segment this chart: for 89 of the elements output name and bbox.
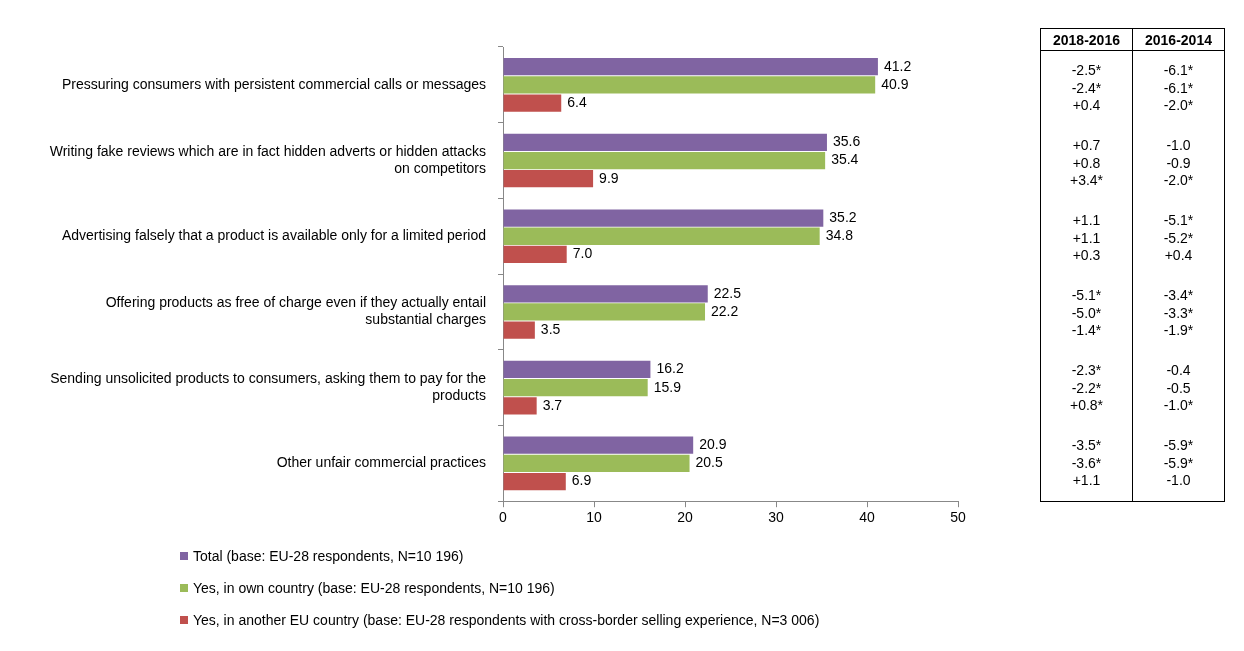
data-label: 22.2 (711, 302, 739, 319)
text: -2.5* (1071, 62, 1102, 79)
data-label: 35.2 (829, 208, 857, 225)
data-label: 20.5 (695, 454, 724, 471)
bar (503, 245, 567, 264)
text: -2.0* (1163, 97, 1194, 114)
bar (503, 170, 594, 188)
x-tick-label: 50 (950, 509, 966, 526)
data-label: 34.8 (825, 227, 854, 244)
text: -2.3* (1071, 362, 1102, 379)
text: +0.8 (1072, 154, 1101, 171)
data-label: 35.4 (831, 151, 859, 168)
x-tick-label: 10 (586, 509, 602, 526)
bar (503, 397, 537, 415)
text: -3.3* (1163, 304, 1194, 321)
text: +0.8* (1069, 397, 1104, 414)
text: -2.2* (1071, 379, 1102, 396)
text: +1.1 (1072, 229, 1101, 246)
text: +1.1 (1072, 472, 1101, 489)
text: -5.2* (1163, 229, 1194, 246)
bar (503, 303, 706, 321)
text: +0.3 (1072, 247, 1101, 264)
text: -1.0 (1166, 137, 1191, 154)
text: -6.1* (1163, 62, 1194, 79)
data-label: 20.9 (699, 436, 727, 453)
text: -2.0* (1163, 172, 1194, 189)
bar (503, 227, 820, 245)
bar (503, 360, 651, 379)
x-tick-label: 40 (859, 509, 875, 526)
text: -1.0* (1163, 397, 1194, 414)
x-tick-label: 20 (677, 509, 693, 526)
data-label: 15.9 (653, 378, 682, 395)
bar (503, 94, 562, 112)
data-label: 40.9 (881, 75, 909, 92)
text: -5.9* (1163, 454, 1194, 471)
text: +0.4 (1072, 97, 1101, 114)
x-tick-label: 30 (768, 509, 784, 526)
text: -5.1* (1163, 212, 1194, 229)
text: -5.9* (1163, 437, 1194, 454)
bar (503, 436, 694, 454)
data-label: 35.6 (832, 133, 861, 150)
y-tick-label: Offering products as free of charge even if they actually entail substantial charges (105, 294, 486, 328)
text: -6.1* (1163, 79, 1194, 96)
data-label: 3.7 (542, 396, 563, 413)
bar (503, 58, 878, 76)
text: -2.4* (1071, 79, 1102, 96)
data-label: 9.9 (599, 169, 619, 186)
y-tick-label: Other unfair commercial practices (276, 454, 486, 471)
text: -0.9 (1166, 154, 1191, 171)
bar (503, 209, 824, 227)
data-label: 6.4 (567, 93, 587, 110)
text: +1.1 (1072, 212, 1101, 229)
bar (503, 379, 648, 397)
bar (503, 76, 876, 94)
y-tick-label: Advertising falsely that a product is available only for a limited period (61, 227, 486, 244)
category-label: 2018-2016 (1040, 28, 1133, 51)
bar (503, 472, 566, 491)
data-label: 16.2 (656, 360, 684, 377)
bar (503, 285, 708, 303)
text: +0.7 (1072, 137, 1101, 154)
legend-label: Total (base: EU-28 respondents, N=10 196) (193, 548, 464, 564)
y-tick-label: Pressuring consumers with persistent commercial calls or messages (61, 75, 486, 92)
text: -3.5* (1071, 437, 1102, 454)
legend-label: Yes, in own country (base: EU-28 respondents, N=10 196) (193, 580, 555, 596)
text: -5.0* (1071, 304, 1102, 321)
bar (503, 133, 827, 152)
text: +3.4* (1069, 172, 1104, 189)
category-label: 2016-2014 (1132, 28, 1225, 51)
text: -3.4* (1163, 287, 1194, 304)
data-label: 7.0 (572, 245, 593, 262)
bar (503, 321, 535, 339)
data-label: 41.2 (883, 57, 912, 74)
text: -5.1* (1071, 287, 1102, 304)
x-tick-label: 0 (499, 509, 508, 526)
text: -1.9* (1163, 322, 1194, 339)
text: -0.4 (1166, 362, 1191, 379)
text: -1.0 (1166, 472, 1191, 489)
legend-label: Yes, in another EU country (base: EU-28 respondents with cross-border selling experience, N=3 006) (193, 612, 820, 628)
data-label: 22.5 (713, 284, 742, 301)
data-label: 6.9 (571, 472, 592, 489)
y-tick-label: Writing fake reviews which are in fact hidden adverts or hidden attacks on competitors (49, 143, 486, 176)
bar (503, 454, 690, 472)
text: -0.5 (1166, 379, 1191, 396)
data-label: 3.5 (540, 320, 561, 337)
y-tick-label: Sending unsolicited products to consumers, asking them to pay for the products (50, 370, 487, 403)
bar (503, 151, 826, 170)
text: -1.4* (1071, 322, 1102, 339)
text: +0.4 (1164, 247, 1193, 264)
text: -3.6* (1071, 454, 1102, 471)
